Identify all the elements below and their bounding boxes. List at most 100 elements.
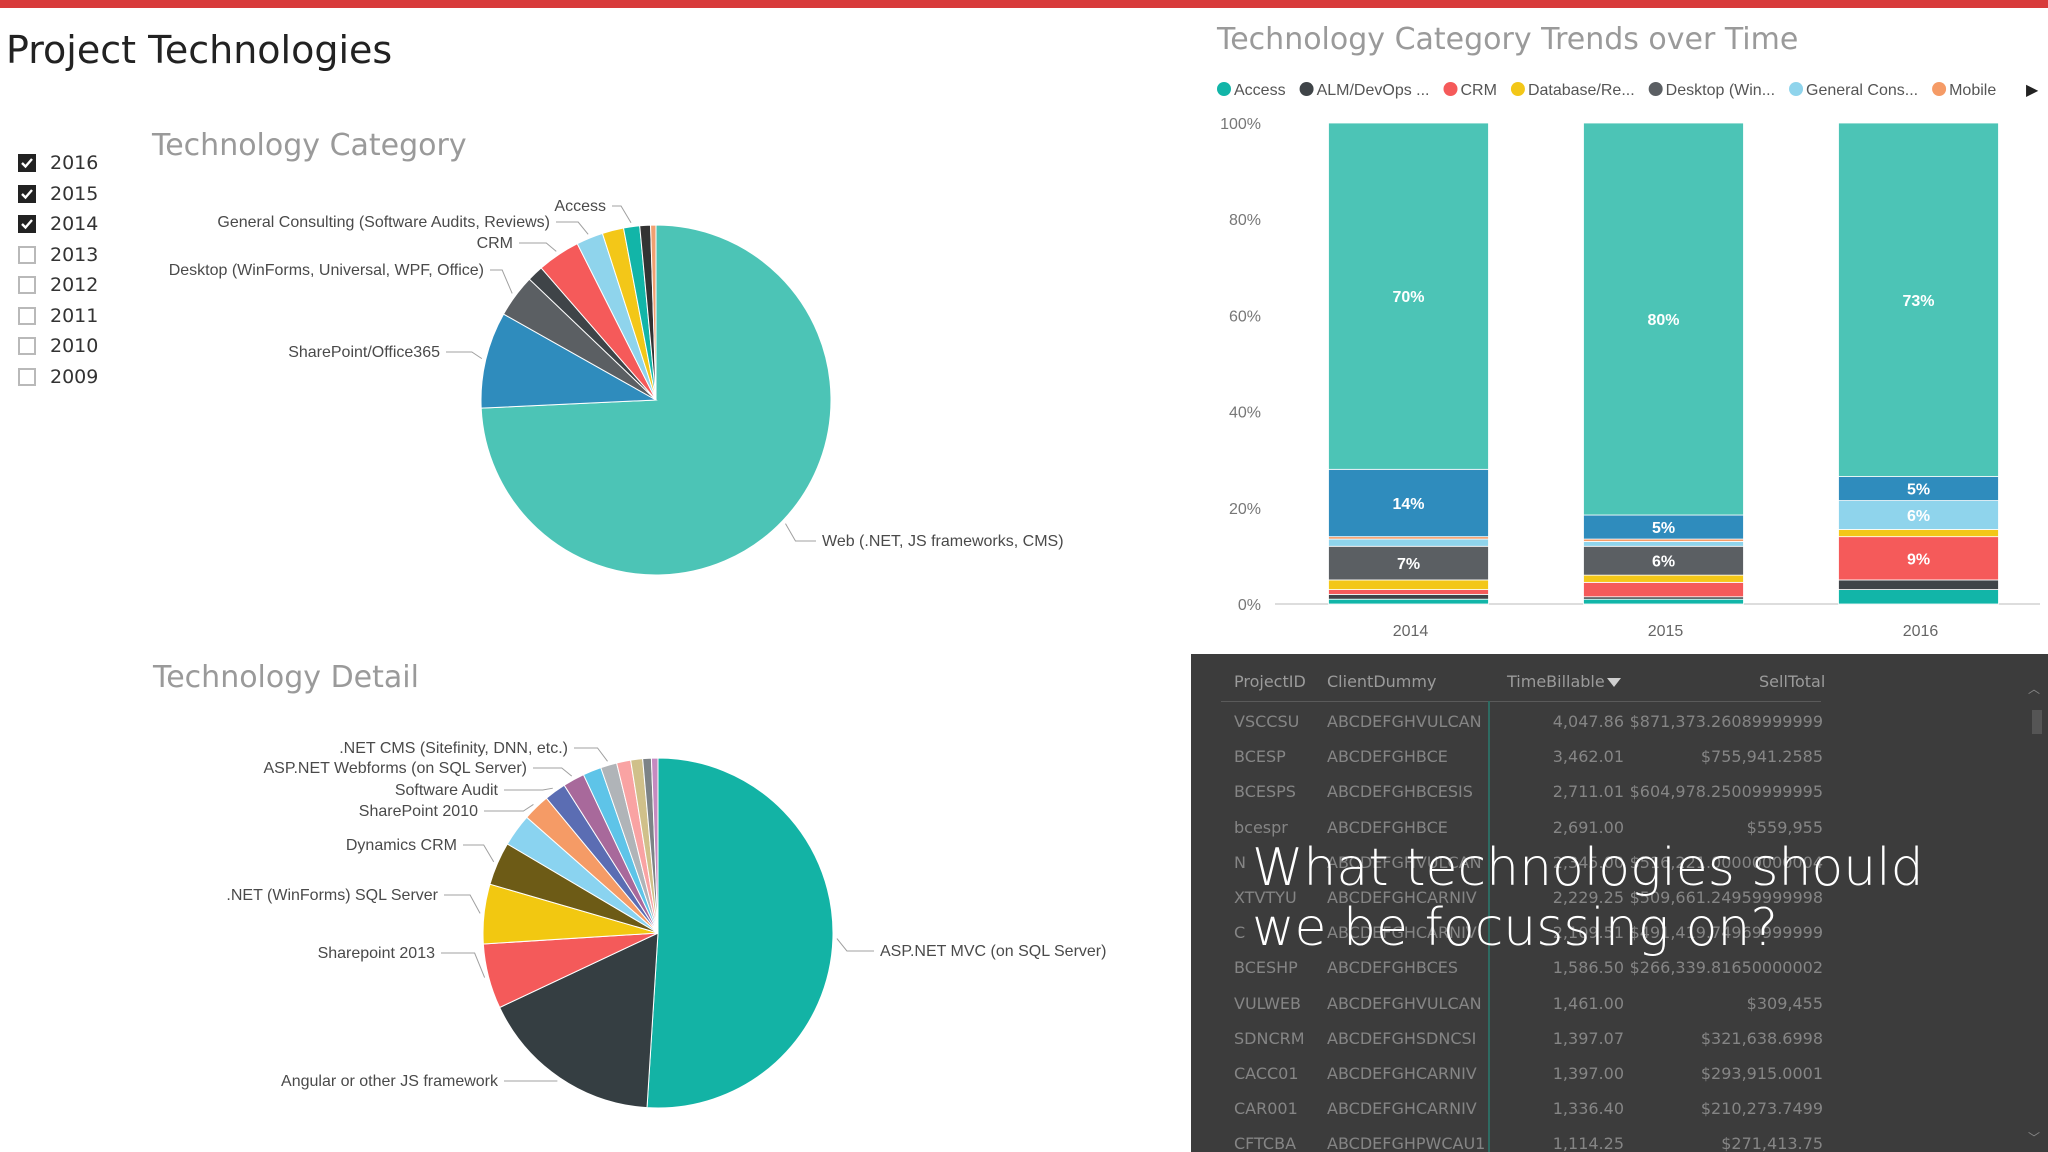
table-cell: N <box>1234 852 1246 872</box>
legend-item[interactable]: Mobile <box>1932 82 1996 99</box>
table-row[interactable]: SDNCRM ABCDEFGHSDNCSI 1,397.07 $321,638.699… <box>1191 1021 1823 1056</box>
year-checkbox[interactable] <box>18 306 36 325</box>
year-checkbox[interactable] <box>18 276 36 295</box>
pie-leader-line <box>441 952 486 978</box>
pie-leader-line <box>444 894 481 914</box>
scroll-up-icon[interactable]: ︿ <box>2027 682 2040 696</box>
year-checkbox[interactable] <box>18 245 36 264</box>
table-row[interactable]: VULWEB ABCDEFGHVULCAN 1,461.00 $309,455 <box>1191 986 1823 1021</box>
table-row[interactable]: BCESHP ABCDEFGHBCES 1,586.50 $266,339.81650… <box>1191 950 1823 985</box>
bar-segment[interactable] <box>1838 579 1999 590</box>
legend-marker <box>1932 82 1947 96</box>
bar-segment[interactable] <box>1328 122 1489 470</box>
table-row[interactable]: CFTCBA ABCDEFGHPWCAU1 1,114.25 $271,413.75 <box>1191 1126 1823 1152</box>
legend-label: Database/Re... <box>1528 82 1635 99</box>
year-option-2010[interactable]: 2010 <box>18 331 98 362</box>
table-cell: $604,978.25009999995 <box>1629 782 1823 802</box>
pie-leader-line <box>504 787 553 791</box>
bar-segment[interactable] <box>1838 589 1999 605</box>
bar-segment[interactable] <box>1583 122 1744 516</box>
bar-segment[interactable] <box>1328 598 1489 605</box>
table-row[interactable]: BCESPS ABCDEFGHBCESIS 2,711.01 $604,978.250… <box>1191 774 1823 809</box>
year-option-2011[interactable]: 2011 <box>18 301 98 332</box>
table-cell: $559,955 <box>1746 817 1823 837</box>
bar-segment[interactable] <box>1838 476 1999 501</box>
legend-item[interactable]: Access <box>1217 82 1286 99</box>
bar-segment[interactable] <box>1328 589 1489 595</box>
table-cell: C <box>1234 923 1246 943</box>
bar-data-label: 6% <box>1907 508 1930 525</box>
year-checkbox[interactable] <box>18 184 36 203</box>
technology-category-pie[interactable]: Web (.NET, JS frameworks, CMS) SharePoint… <box>0 170 1180 590</box>
bar-segment[interactable] <box>1583 598 1744 605</box>
table-row[interactable]: CACC01 ABCDEFGHCARNIV 1,397.00 $293,915.000… <box>1191 1056 1823 1091</box>
col-header-timebillable[interactable]: TimeBillable <box>1507 672 1605 691</box>
year-label: 2013 <box>50 243 99 266</box>
table-cell: ABCDEFGHCARNIV <box>1327 1064 1477 1083</box>
year-option-2013[interactable]: 2013 <box>18 240 98 271</box>
bar-segment[interactable] <box>1583 514 1744 540</box>
year-option-2012[interactable]: 2012 <box>18 270 98 301</box>
table-row[interactable]: N ABCDEFGHVULCAN 2,345.00 $516,221.00000000… <box>1191 845 1823 880</box>
table-cell: $309,455 <box>1746 993 1823 1013</box>
check-icon <box>21 219 33 230</box>
y-tick-label: 20% <box>1229 501 1261 518</box>
year-checkbox[interactable] <box>18 367 36 386</box>
pie-slice-label: Dynamics CRM <box>346 837 457 854</box>
bar-segment[interactable] <box>1583 581 1744 598</box>
bar-segment[interactable] <box>1838 500 1999 530</box>
bar-segment[interactable] <box>1838 536 1999 581</box>
year-checkbox[interactable] <box>18 215 36 234</box>
bar-data-label: 70% <box>1392 289 1424 306</box>
table-row[interactable]: C ABCDEFGHCARNIV 2,109.51 $491,419.74969999… <box>1191 915 1823 950</box>
sort-descending-icon[interactable] <box>1607 678 1621 687</box>
trend-stacked-bar-chart[interactable]: Access ALM/DevOps ... CRM Database/Re... Des… <box>1200 70 2048 650</box>
bar-segment[interactable] <box>1328 579 1489 590</box>
bar-segment[interactable] <box>1328 593 1489 600</box>
bar-segment[interactable] <box>1328 545 1489 581</box>
year-label: 2012 <box>50 274 99 297</box>
table-cell: $210,273.7499 <box>1700 1099 1823 1119</box>
table-row[interactable]: BCESP ABCDEFGHBCE 3,462.01 $755,941.2585 <box>1191 739 1823 774</box>
year-option-2015[interactable]: 2015 <box>18 179 98 210</box>
year-option-2009[interactable]: 2009 <box>18 362 98 393</box>
bar-segment[interactable] <box>1838 122 1999 477</box>
bar-segment[interactable] <box>1583 574 1744 583</box>
scrollbar-thumb[interactable] <box>2032 710 2042 734</box>
legend-item[interactable]: Database/Re... <box>1510 82 1635 99</box>
legend-item[interactable]: CRM <box>1443 82 1497 99</box>
col-header-projectid[interactable]: ProjectID <box>1234 672 1306 691</box>
pie-slice[interactable] <box>650 224 657 401</box>
legend-item[interactable]: Desktop (Win... <box>1648 82 1775 99</box>
table-cell: 1,114.25 <box>1552 1134 1624 1152</box>
bar-segment[interactable] <box>1838 529 1999 538</box>
table-row[interactable]: CAR001 ABCDEFGHCARNIV 1,336.40 $210,273.749… <box>1191 1091 1823 1126</box>
year-option-2014[interactable]: 2014 <box>18 209 98 240</box>
year-checkbox[interactable] <box>18 154 36 173</box>
bar-segment[interactable] <box>1328 468 1489 538</box>
pie-slice[interactable] <box>480 313 658 409</box>
detail-pie-title: Technology Detail <box>153 660 419 695</box>
col-header-selltotal[interactable]: SellTotal <box>1759 672 1826 691</box>
legend-item[interactable]: General Cons... <box>1789 82 1918 99</box>
bar-segment[interactable] <box>1328 538 1489 547</box>
table-row[interactable]: XTVTYU ABCDEFGHCARNIV 2,229.25 $509,661.249… <box>1191 880 1823 915</box>
technology-detail-pie[interactable]: ASP.NET MVC (on SQL Server) Angular or ot… <box>0 700 1180 1152</box>
table-row[interactable]: bcespr ABCDEFGHBCE 2,691.00 $559,955 <box>1191 810 1823 845</box>
x-tick-label: 2014 <box>1393 623 1429 640</box>
pie-slice[interactable] <box>498 932 659 1109</box>
legend-next-icon[interactable]: ▶ <box>2026 82 2039 99</box>
table-cell: ABCDEFGHBCE <box>1327 747 1448 767</box>
table-cell: 1,586.50 <box>1552 958 1624 978</box>
pie-slice[interactable] <box>646 757 834 1109</box>
pie-slice[interactable] <box>650 757 659 934</box>
year-option-2016[interactable]: 2016 <box>18 148 98 179</box>
scroll-down-icon[interactable]: ﹀ <box>2027 1131 2040 1145</box>
table-cell: 1,336.40 <box>1552 1099 1624 1119</box>
table-row[interactable]: VSCCSU ABCDEFGHVULCAN 4,047.86 $871,373.260… <box>1191 704 1823 739</box>
year-checkbox[interactable] <box>18 337 36 356</box>
bar-segment[interactable] <box>1583 541 1744 547</box>
legend-item[interactable]: ALM/DevOps ... <box>1299 82 1430 99</box>
bar-data-label: 7% <box>1397 556 1420 573</box>
col-header-clientdummy[interactable]: ClientDummy <box>1327 672 1437 691</box>
